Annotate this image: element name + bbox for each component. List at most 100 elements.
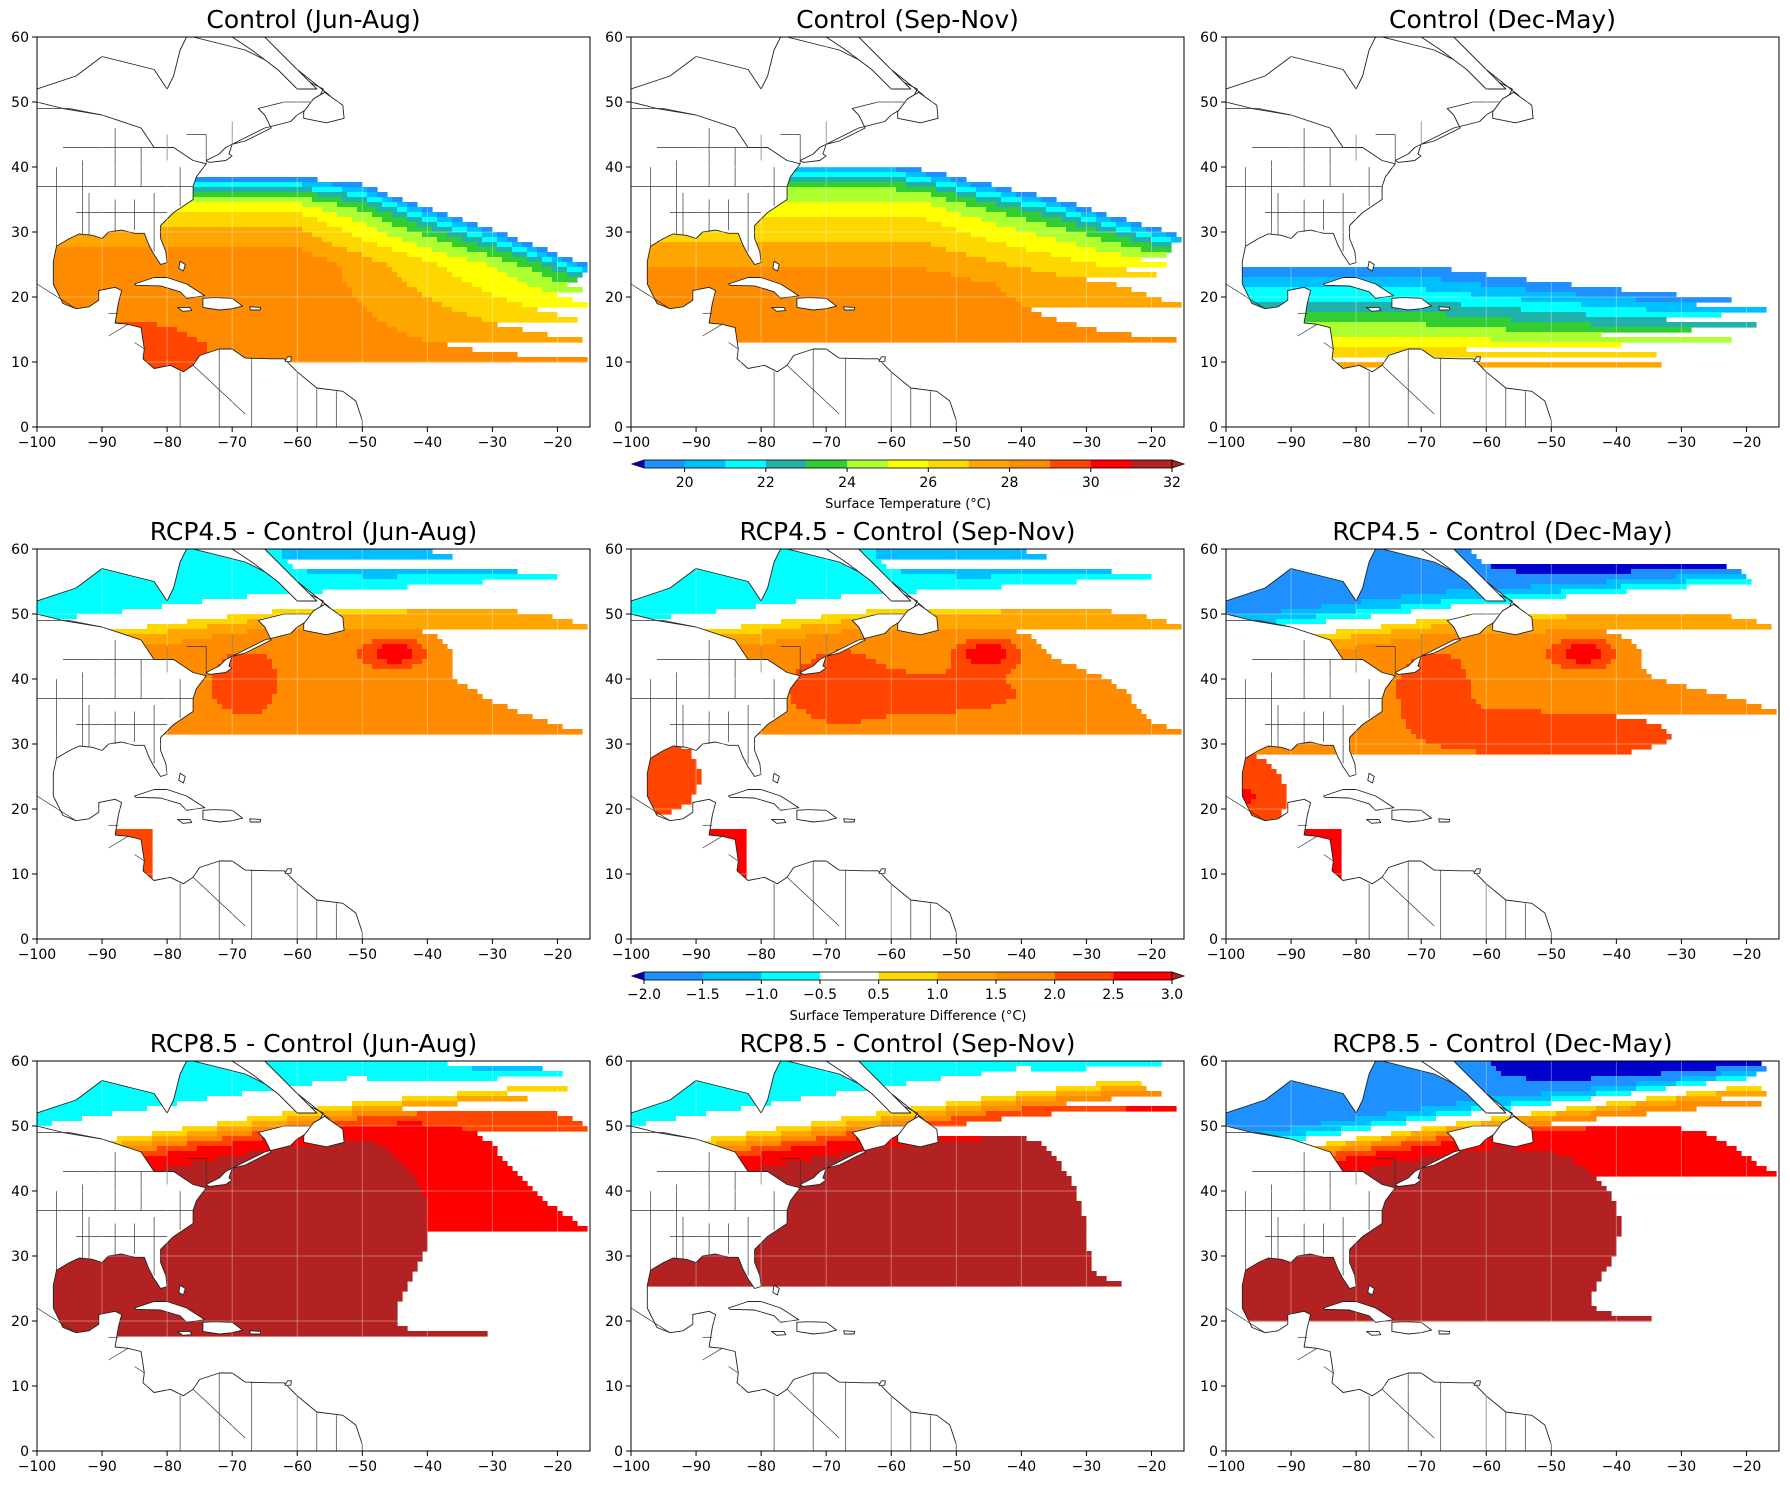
y-tick-label: 60 [11, 1054, 29, 1070]
y-tick-label: 60 [605, 30, 623, 46]
state-border [702, 323, 723, 337]
state-border [1297, 323, 1318, 337]
x-tick-label: −70 [1406, 435, 1436, 451]
colorbar-extend-min [630, 459, 645, 469]
colorbar-segment [1113, 972, 1173, 980]
x-tick-label: −40 [1602, 947, 1632, 963]
y-tick-label: 30 [1200, 225, 1218, 241]
x-tick-label: −80 [746, 1459, 776, 1475]
land-mask [37, 549, 402, 939]
state-border [1226, 795, 1266, 821]
y-tick-label: 60 [605, 1054, 623, 1070]
x-tick-label: −30 [478, 435, 508, 451]
y-tick-label: 20 [605, 1314, 623, 1330]
y-tick-label: 0 [20, 1444, 29, 1460]
y-tick-label: 20 [1200, 290, 1218, 306]
state-border [1381, 1389, 1435, 1439]
land-mask [37, 1061, 402, 1451]
y-tick-label: 50 [1200, 607, 1218, 623]
colorbar-tick-label: 24 [838, 475, 856, 491]
x-tick-label: −80 [746, 435, 776, 451]
panel-title: RCP8.5 - Control (Dec-May) [1332, 1029, 1672, 1058]
y-tick-label: 50 [1200, 1119, 1218, 1135]
x-tick-label: −90 [681, 435, 711, 451]
colorbar-tick-label: −0.5 [803, 987, 837, 1003]
y-tick-label: 10 [11, 1379, 29, 1395]
x-tick-label: −20 [1732, 435, 1762, 451]
panel-title: Control (Dec-May) [1389, 5, 1616, 34]
x-tick-label: −90 [1276, 947, 1306, 963]
x-tick-label: −70 [811, 1459, 841, 1475]
colorbar-segment [937, 972, 997, 980]
x-tick-label: −50 [1537, 1459, 1567, 1475]
y-tick-label: 0 [614, 420, 623, 436]
state-border [631, 795, 671, 821]
y-tick-label: 0 [20, 932, 29, 948]
colorbar-tick-label: 1.0 [926, 987, 948, 1003]
colorbar-segment [878, 972, 938, 980]
x-tick-label: −90 [87, 435, 117, 451]
colorbar-tick-label: 32 [1163, 475, 1181, 491]
colorbar-tick-label: 22 [757, 475, 775, 491]
panel-title: RCP4.5 - Control (Sep-Nov) [739, 517, 1075, 546]
panel-title: RCP4.5 - Control (Jun-Aug) [150, 517, 478, 546]
colorbar-tick-label: −2.0 [627, 987, 661, 1003]
map-panel: RCP4.5 - Control (Dec-May) −100 −90 −80 −70 −… [1200, 517, 1780, 963]
colorbar-tick-label: 0.5 [868, 987, 890, 1003]
y-tick-label: 20 [11, 290, 29, 306]
state-border [37, 283, 77, 309]
colorbar-segment [887, 460, 929, 468]
state-border [728, 854, 739, 862]
x-tick-label: −30 [478, 1459, 508, 1475]
state-border [1381, 877, 1435, 927]
y-tick-label: 30 [11, 1249, 29, 1265]
y-tick-label: 40 [11, 1184, 29, 1200]
state-border [1381, 365, 1435, 415]
colorbar-label: Surface Temperature (°C) [825, 497, 991, 512]
x-tick-label: −90 [1276, 435, 1306, 451]
state-border [631, 1307, 671, 1333]
colorbar-segment [1131, 460, 1173, 468]
colorbar-tick-label: −1.0 [744, 987, 778, 1003]
y-tick-label: 30 [1200, 1249, 1218, 1265]
x-tick-label: −90 [681, 1459, 711, 1475]
x-tick-label: −100 [18, 947, 56, 963]
colorbar-tick-label: 28 [1001, 475, 1019, 491]
colorbar-tick-label: 2.0 [1044, 987, 1066, 1003]
x-tick-label: −60 [876, 435, 906, 451]
y-tick-label: 40 [1200, 160, 1218, 176]
map-panel: RCP8.5 - Control (Sep-Nov) −100 −90 −80 −70 −… [605, 1029, 1185, 1475]
x-tick-label: −60 [282, 435, 312, 451]
y-tick-label: 10 [605, 1379, 623, 1395]
y-tick-label: 10 [1200, 355, 1218, 371]
colorbar-segment [1054, 972, 1114, 980]
x-tick-label: −50 [348, 947, 378, 963]
x-tick-label: −60 [1471, 1459, 1501, 1475]
y-tick-label: 50 [1200, 95, 1218, 111]
y-tick-label: 30 [605, 737, 623, 753]
y-tick-label: 0 [1209, 420, 1218, 436]
y-tick-label: 0 [20, 420, 29, 436]
state-border [1226, 1132, 1292, 1140]
state-border [1226, 108, 1292, 116]
land-mask [631, 1061, 996, 1451]
y-tick-label: 20 [11, 802, 29, 818]
y-tick-label: 0 [614, 932, 623, 948]
x-tick-label: −20 [1137, 947, 1167, 963]
land-mask [1226, 549, 1591, 939]
map-panel: RCP4.5 - Control (Sep-Nov) −100 −90 −80 −70 −… [605, 517, 1185, 963]
temperature-field [631, 1061, 1177, 1287]
state-border [108, 323, 129, 337]
colorbar-extend-max [1171, 971, 1186, 981]
y-tick-label: 30 [605, 225, 623, 241]
x-tick-label: −100 [612, 435, 650, 451]
state-border [1226, 283, 1266, 309]
map-panel: RCP8.5 - Control (Jun-Aug) −100 −90 −80 −70 −… [11, 1029, 591, 1475]
x-tick-label: −80 [1341, 947, 1371, 963]
x-tick-label: −70 [217, 435, 247, 451]
y-tick-label: 20 [1200, 1314, 1218, 1330]
x-tick-label: −30 [1667, 435, 1697, 451]
x-tick-label: −60 [1471, 947, 1501, 963]
state-border [1323, 1366, 1334, 1374]
state-border [192, 365, 246, 415]
